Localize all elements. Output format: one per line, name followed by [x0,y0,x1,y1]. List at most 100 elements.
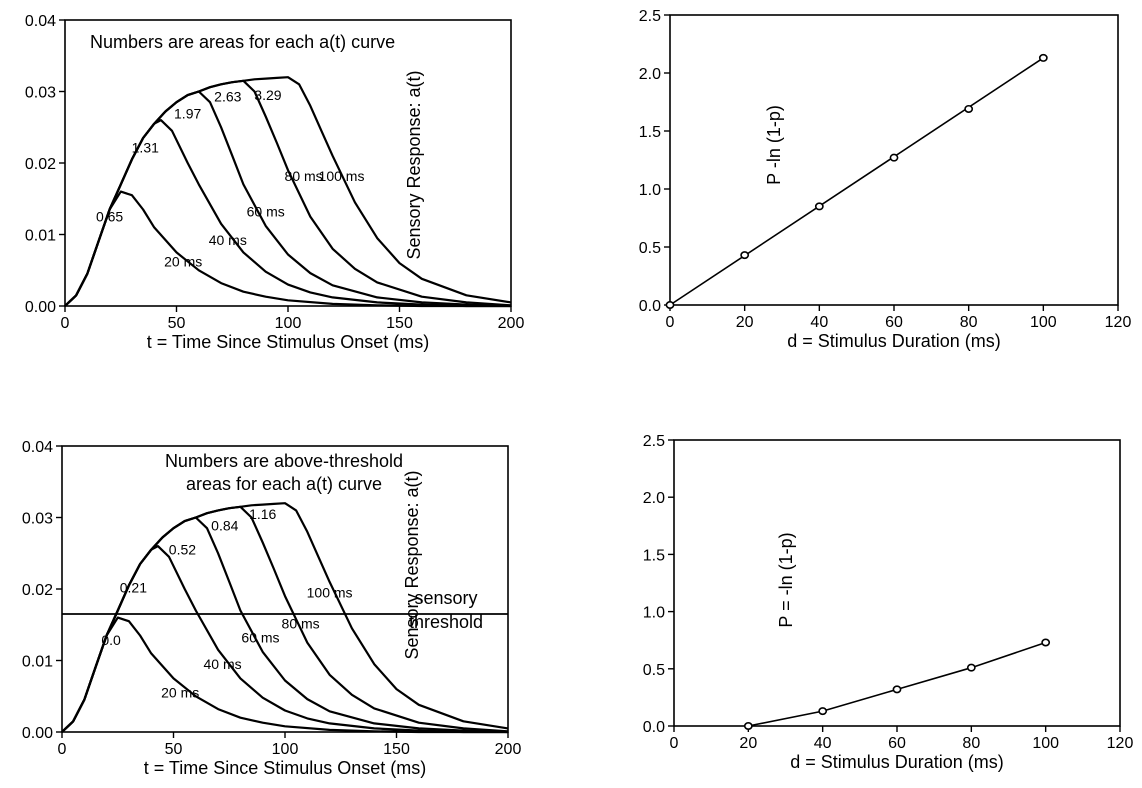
duration-label: 60 ms [241,630,279,646]
response-curve-100ms [64,76,512,307]
x-tick-label: 0 [670,735,679,752]
data-point [1041,638,1051,647]
x-tick-label: 0 [666,314,675,331]
y-axis-title: Sensory Response: a(t) [402,470,422,659]
duration-label: 80 ms [282,615,320,631]
y-tick-label: 1.0 [639,182,661,199]
y-tick-label: 1.0 [643,605,665,622]
y-tick-label: 2.0 [643,490,665,507]
x-tick-label: 60 [885,314,903,331]
y-tick-label: 0.01 [25,228,56,245]
x-tick-label: 80 [962,735,980,752]
y-tick-label: 0.03 [25,85,56,102]
duration-label: 40 ms [203,656,241,672]
x-tick-label: 80 [960,314,978,331]
x-tick-label: 200 [495,741,522,758]
response-curve-40ms [61,545,508,734]
x-axis-title: d = Stimulus Duration (ms) [787,331,1001,351]
duration-label: 60 ms [247,204,285,220]
y-tick-label: 0.5 [639,240,661,257]
area-label: 0.84 [211,517,238,533]
response-curve-80ms [64,79,512,307]
annotation-text: Numbers are above-threshold [165,451,403,471]
area-label: 1.31 [132,139,159,155]
y-tick-label: 2.5 [639,8,661,25]
area-label: 0.21 [120,580,147,596]
plot-frame [673,439,1121,727]
x-tick-label: 100 [272,741,299,758]
response-curve-20ms [61,616,508,734]
y-tick-label: 0.03 [22,511,53,528]
x-tick-label: 120 [1105,314,1132,331]
y-axis-title: Sensory Response: a(t) [404,70,424,259]
data-point [964,104,974,113]
area-label: 0.52 [169,542,196,558]
y-tick-label: 0.04 [22,439,53,456]
x-tick-label: 150 [386,315,413,332]
chart-panel-top-right: 0 20 40 60 80 100 120 0.0 0.5 1.0 1.5 2.0 2.5 d = Sti… [639,8,1132,351]
y-tick-label: 2.5 [643,433,665,450]
x-axis-title: d = Stimulus Duration (ms) [790,752,1004,772]
y-axis-title: P -ln (1-p) [764,105,784,185]
threshold-label: threshold [409,612,483,632]
chart-panel-top-left: 0 50 100 150 200 0.00 0.01 0.02 0.03 0.04 t = Time… [25,13,525,352]
x-tick-label: 100 [1030,314,1057,331]
x-tick-label: 50 [165,741,183,758]
data-point [818,707,828,716]
annotation-text: Numbers are areas for each a(t) curve [90,32,395,52]
x-tick-label: 20 [739,735,757,752]
response-curve-100ms [61,502,509,733]
data-point [892,685,902,694]
y-tick-label: 0.0 [643,719,665,736]
x-tick-label: 150 [383,741,410,758]
data-point [889,153,899,162]
data-point [1038,53,1048,62]
x-axis-title: t = Time Since Stimulus Onset (ms) [147,332,430,352]
duration-label: 100 ms [307,585,353,601]
area-label: 0.0 [101,632,121,648]
x-tick-label: 120 [1107,735,1134,752]
x-tick-label: 0 [58,741,67,758]
y-tick-label: 0.00 [22,725,53,742]
area-label: 0.65 [96,209,123,225]
x-axis-title: t = Time Since Stimulus Onset (ms) [144,758,427,778]
x-tick-label: 60 [888,735,906,752]
data-point [814,202,824,211]
duration-label: 100 ms [319,168,365,184]
data-point [740,251,750,260]
data-point [743,721,753,730]
x-tick-label: 40 [810,314,828,331]
y-tick-label: 1.5 [643,547,665,564]
x-tick-label: 50 [168,315,186,332]
duration-label: 80 ms [285,168,323,184]
area-label: 3.29 [254,87,281,103]
x-tick-label: 0 [61,315,70,332]
response-curve-60ms [64,90,512,308]
duration-label: 20 ms [161,685,199,701]
fit-line [669,57,1044,306]
duration-label: 40 ms [209,232,247,248]
y-tick-label: 0.01 [22,654,53,671]
y-tick-label: 2.0 [639,66,661,83]
area-label: 2.63 [214,89,241,105]
x-tick-label: 100 [275,315,302,332]
x-tick-label: 200 [498,315,525,332]
y-tick-label: 0.00 [25,299,56,316]
y-tick-label: 0.0 [639,298,661,315]
area-label: 1.16 [249,506,276,522]
chart-panel-bottom-left: 0 50 100 150 200 0.00 0.01 0.02 0.03 0.04 t = Time… [22,439,522,778]
plot-frame [64,19,512,307]
x-tick-label: 100 [1032,735,1059,752]
y-tick-label: 0.02 [22,582,53,599]
data-point [966,663,976,672]
y-tick-label: 0.02 [25,156,56,173]
data-point [665,300,675,309]
threshold-label: sensory [414,588,477,608]
y-tick-label: 1.5 [639,124,661,141]
y-axis-title: P = -ln (1-p) [776,532,796,627]
x-tick-label: 20 [736,314,754,331]
x-tick-label: 40 [814,735,832,752]
response-curve-20ms [64,190,511,308]
y-tick-label: 0.5 [643,662,665,679]
